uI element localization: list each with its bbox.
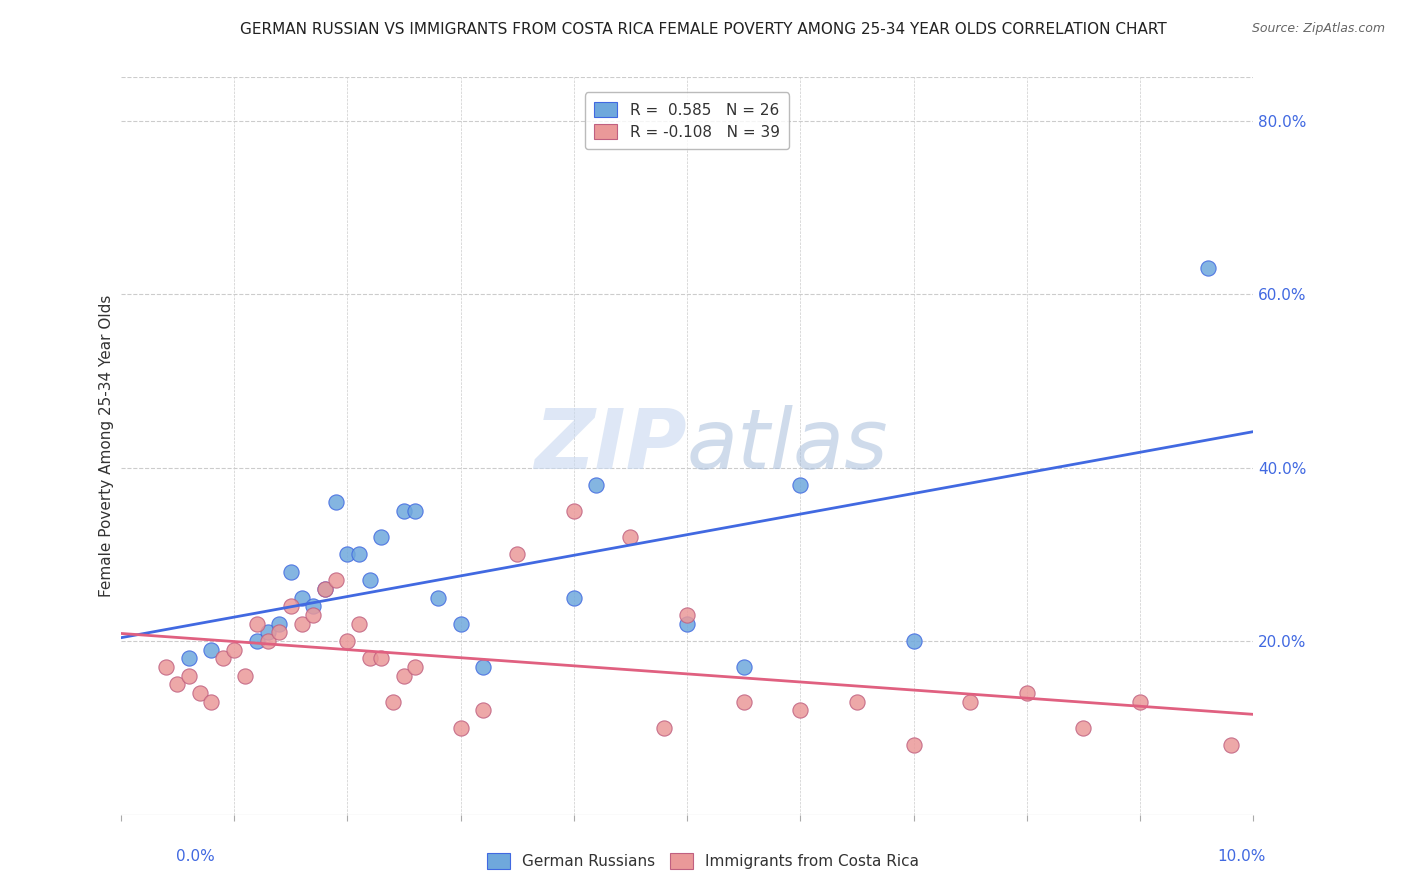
Legend: German Russians, Immigrants from Costa Rica: German Russians, Immigrants from Costa R… (481, 847, 925, 875)
Point (269, 625, 291, 640)
Point (654, 721, 676, 735)
Point (426, 591, 449, 605)
Point (562, 504, 585, 518)
Point (1073, 721, 1095, 735)
Point (257, 625, 280, 640)
Point (200, 695, 222, 709)
Point (314, 582, 336, 596)
Point (246, 616, 269, 631)
Point (619, 530, 641, 544)
Point (506, 548, 529, 562)
Point (404, 660, 426, 674)
Text: atlas: atlas (688, 406, 889, 486)
Text: 10.0%: 10.0% (1218, 849, 1265, 863)
Point (676, 616, 699, 631)
Point (903, 634, 925, 648)
Point (562, 591, 585, 605)
Point (166, 677, 188, 691)
Point (789, 704, 811, 718)
Text: GERMAN RUSSIAN VS IMMIGRANTS FROM COSTA RICA FEMALE POVERTY AMONG 25-34 YEAR OLD: GERMAN RUSSIAN VS IMMIGRANTS FROM COSTA … (239, 22, 1167, 37)
Point (155, 660, 177, 674)
Point (257, 634, 280, 648)
Point (325, 574, 347, 588)
Point (789, 478, 811, 492)
Point (450, 721, 472, 735)
Point (302, 608, 325, 623)
Point (211, 651, 233, 665)
Point (177, 651, 200, 665)
Point (676, 608, 699, 623)
Point (733, 695, 755, 709)
Point (222, 642, 245, 657)
Point (246, 634, 269, 648)
Point (347, 548, 370, 562)
Point (347, 616, 370, 631)
Point (188, 686, 211, 700)
Point (733, 660, 755, 674)
Text: 0.0%: 0.0% (176, 849, 215, 863)
Point (392, 504, 415, 518)
Point (280, 565, 302, 579)
Point (336, 548, 359, 562)
Point (177, 669, 200, 683)
Point (325, 495, 347, 509)
Point (381, 695, 404, 709)
Point (959, 695, 981, 709)
Point (314, 582, 336, 596)
Point (291, 616, 314, 631)
Point (585, 478, 607, 492)
Point (903, 738, 925, 752)
Y-axis label: Female Poverty Among 25-34 Year Olds: Female Poverty Among 25-34 Year Olds (100, 295, 114, 597)
Point (392, 669, 415, 683)
Point (845, 695, 868, 709)
Point (280, 599, 302, 614)
Point (1129, 695, 1152, 709)
Point (472, 704, 495, 718)
Point (370, 651, 392, 665)
Text: Source: ZipAtlas.com: Source: ZipAtlas.com (1251, 22, 1385, 36)
Point (269, 616, 291, 631)
Point (302, 599, 325, 614)
Point (450, 616, 472, 631)
Point (370, 530, 392, 544)
Point (200, 642, 222, 657)
Point (291, 591, 314, 605)
Point (1197, 261, 1219, 276)
Point (472, 660, 495, 674)
Point (359, 651, 381, 665)
Point (404, 504, 426, 518)
Point (359, 574, 381, 588)
Legend: R =  0.585   N = 26, R = -0.108   N = 39: R = 0.585 N = 26, R = -0.108 N = 39 (585, 93, 789, 149)
Point (233, 669, 256, 683)
Point (336, 634, 359, 648)
Point (1015, 686, 1038, 700)
Text: ZIP: ZIP (534, 406, 688, 486)
Point (1219, 738, 1241, 752)
